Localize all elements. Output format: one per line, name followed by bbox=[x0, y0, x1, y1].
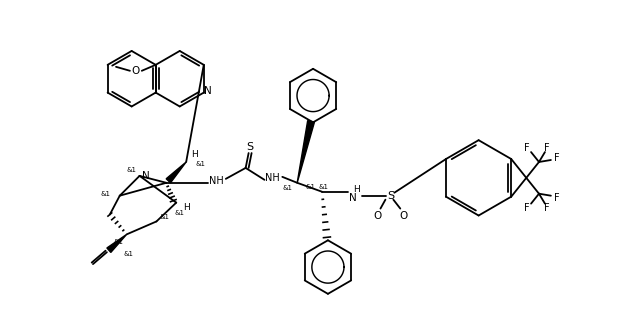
Text: F: F bbox=[554, 193, 560, 203]
Text: NH: NH bbox=[208, 176, 223, 186]
Text: &1: &1 bbox=[127, 167, 137, 173]
Text: &1: &1 bbox=[114, 239, 124, 245]
Polygon shape bbox=[166, 162, 186, 183]
Text: S: S bbox=[387, 191, 394, 201]
Text: &1: &1 bbox=[319, 184, 329, 190]
Text: N: N bbox=[142, 171, 150, 181]
Text: &1: &1 bbox=[174, 210, 184, 216]
Text: H: H bbox=[190, 149, 197, 158]
Text: &1: &1 bbox=[305, 184, 315, 190]
Text: O: O bbox=[399, 211, 408, 220]
Text: H: H bbox=[183, 203, 190, 212]
Text: N: N bbox=[349, 193, 357, 203]
Polygon shape bbox=[107, 234, 127, 252]
Text: F: F bbox=[544, 143, 550, 153]
Text: F: F bbox=[554, 153, 560, 163]
Text: N: N bbox=[204, 86, 212, 96]
Polygon shape bbox=[297, 121, 314, 183]
Text: &1: &1 bbox=[195, 161, 205, 167]
Text: &1: &1 bbox=[159, 213, 169, 220]
Text: F: F bbox=[524, 143, 530, 153]
Text: &1: &1 bbox=[124, 251, 134, 257]
Text: H: H bbox=[353, 185, 360, 194]
Text: &1: &1 bbox=[101, 191, 111, 197]
Text: F: F bbox=[544, 203, 550, 212]
Text: O: O bbox=[373, 211, 381, 220]
Text: S: S bbox=[246, 142, 253, 152]
Text: F: F bbox=[524, 203, 530, 212]
Text: &1: &1 bbox=[282, 185, 292, 191]
Text: NH: NH bbox=[265, 173, 280, 183]
Text: O: O bbox=[132, 66, 140, 76]
